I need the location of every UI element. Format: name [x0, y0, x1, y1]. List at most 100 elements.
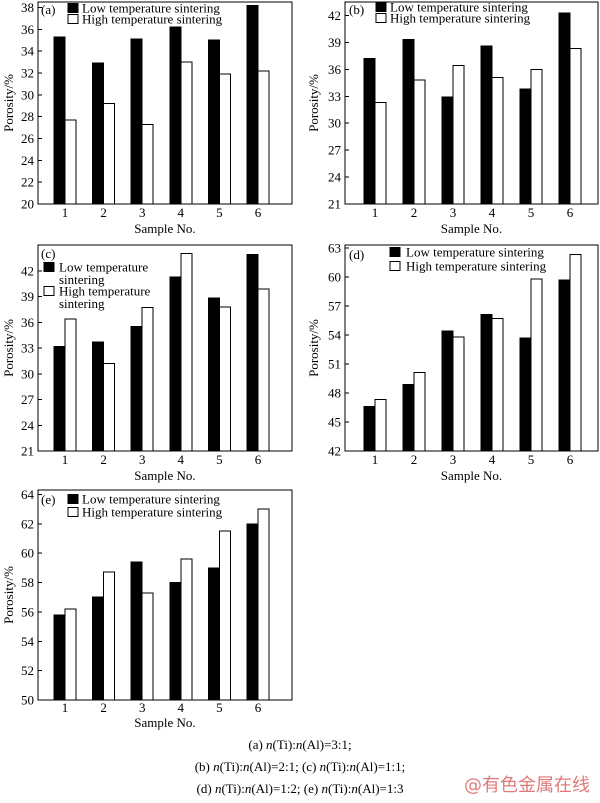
chart-b-xtick-label: 4 [489, 205, 496, 220]
chart-b-bar-high-temperature-sample-2 [413, 79, 426, 205]
chart-c-ytick-label: 42 [21, 263, 34, 278]
chart-e-bar-low-temperature-sample-3 [130, 561, 143, 701]
caption-line-1: (a) n(Ti):n(Al)=3:1; [0, 737, 600, 759]
chart-b-bar-high-temperature-sample-5 [530, 68, 543, 205]
chart-a-bar-low-temperature-sample-6 [246, 4, 259, 205]
chart-e-bar-high-temperature-sample-2 [103, 571, 116, 701]
chart-b-bar-low-temperature-sample-1 [363, 58, 376, 205]
chart-d-bar-low-temperature-sample-4 [480, 314, 493, 452]
chart-d-ytick-label: 63 [328, 240, 341, 255]
caption-line-3: (d) n(Ti):n(Al)=1:2; (e) n(Ti):n(Al)=1:3 [0, 781, 600, 803]
chart-d-xtick-label: 4 [489, 452, 496, 467]
chart-e-bar-high-temperature-sample-3 [141, 592, 154, 701]
chart-b-bar-high-temperature-sample-3 [452, 65, 465, 205]
caption-variable-n: n [244, 781, 252, 796]
chart-c-legend-swatch-low-temperature [43, 262, 55, 272]
chart-a-legend-swatch-high-temperature [67, 14, 79, 24]
chart-e-plot-frame [37, 489, 293, 701]
chart-e-ytick-label: 52 [21, 663, 34, 678]
caption-segment: (Ti): [327, 781, 352, 796]
chart-c-xtick-label: 2 [100, 452, 107, 467]
chart-c-bar-low-temperature-sample-1 [53, 345, 66, 452]
figure-caption: (a) n(Ti):n(Al)=3:1; (b) n(Ti):n(Al)=2:1… [0, 737, 600, 803]
chart-b-xtick-label: 2 [411, 205, 418, 220]
chart-d-legend-label-low-temperature: Low temperature sintering [406, 245, 544, 260]
chart-c-legend-label-high-temperature-line-2: sintering [59, 296, 105, 311]
chart-e-legend-swatch-high-temperature [67, 507, 79, 517]
chart-a-xtick-label: 6 [255, 205, 262, 220]
chart-e-ytick-label: 58 [21, 575, 34, 590]
chart-b-xtick-label: 1 [372, 205, 379, 220]
chart-e-bar-high-temperature-sample-4 [180, 558, 193, 701]
chart-b-xtick-label: 3 [450, 205, 457, 220]
chart-d-panel-label: (d) [349, 247, 364, 262]
chart-a-legend-swatch-low-temperature [67, 3, 79, 13]
chart-a-legend-label-high-temperature: High temperature sintering [82, 12, 223, 27]
chart-c-xtick-label: 6 [255, 452, 262, 467]
chart-d-plot-frame [344, 244, 599, 452]
caption-segment: (Al)=2:1; (c) [249, 759, 320, 774]
chart-e-ytick-label: 62 [21, 516, 34, 531]
chart-b-ytick-label: 24 [328, 170, 342, 185]
caption-variable-n: n [319, 759, 327, 774]
chart-e-xtick-label: 1 [62, 700, 69, 715]
chart-e-xtick-label: 6 [255, 700, 262, 715]
caption-variable-n: n [243, 759, 250, 774]
caption-segment: (Ti): [219, 759, 244, 774]
caption-line-2: (b) n(Ti):n(Al)=2:1; (c) n(Ti):n(Al)=1:1… [0, 759, 600, 781]
chart-d-ytick-label: 48 [328, 386, 341, 401]
chart-a-bar-high-temperature-sample-3 [141, 123, 154, 205]
chart-e-ytick-label: 56 [21, 604, 35, 619]
chart-c-ytick-label: 36 [21, 315, 35, 330]
chart-a-bar-high-temperature-sample-6 [257, 70, 270, 205]
chart-c-ytick-label: 39 [21, 289, 34, 304]
chart-b-legend-label-high-temperature: High temperature sintering [390, 11, 531, 26]
chart-b-xtick-label: 6 [567, 205, 574, 220]
chart-d-bar-low-temperature-sample-3 [441, 330, 454, 452]
chart-a-xtick-label: 1 [62, 205, 69, 220]
chart-a-ytick-label: 30 [21, 87, 34, 102]
chart-a-xtick-label: 3 [139, 205, 146, 220]
caption-variable-n: n [266, 737, 273, 752]
chart-c-bar-high-temperature-sample-3 [141, 307, 154, 452]
chart-d-ytick-label: 54 [328, 327, 342, 342]
chart-a-plot-frame [37, 1, 293, 205]
chart-e-panel-label: (e) [41, 492, 55, 507]
chart-b-bar-low-temperature-sample-6 [558, 12, 571, 205]
caption-variable-n: n [349, 759, 357, 774]
chart-a-bar-high-temperature-sample-4 [180, 61, 193, 205]
chart-e-legend-label-low-temperature: Low temperature sintering [82, 492, 220, 507]
chart-b-bar-low-temperature-sample-2 [402, 39, 415, 205]
chart-e-y-axis-label: Porosity/% [1, 566, 16, 624]
chart-a-x-axis-label: Sample No. [134, 221, 195, 236]
chart-b-ytick-label: 33 [328, 89, 341, 104]
chart-a-bar-low-temperature-sample-3 [130, 38, 143, 205]
chart-b-bar-high-temperature-sample-6 [569, 48, 582, 205]
chart-e-bar-high-temperature-sample-5 [218, 530, 231, 701]
chart-c-ytick-label: 33 [21, 341, 34, 356]
chart-c-bar-high-temperature-sample-6 [257, 288, 270, 452]
chart-b-ytick-label: 42 [328, 8, 341, 23]
chart-c-bar-low-temperature-sample-5 [207, 297, 220, 452]
chart-b-legend-swatch-high-temperature [375, 13, 387, 23]
chart-d-ytick-label: 57 [328, 298, 342, 313]
chart-e-bar-low-temperature-sample-4 [169, 582, 182, 701]
chart-c-legend-label-high-temperature-line-1: High temperature [59, 284, 154, 299]
chart-e-x-axis-label: Sample No. [134, 715, 195, 730]
chart-a-bar-high-temperature-sample-5 [218, 73, 231, 205]
chart-c-ytick-label: 27 [21, 392, 35, 407]
chart-c-bar-high-temperature-sample-1 [64, 318, 77, 452]
chart-c-ytick-label: 30 [21, 366, 34, 381]
chart-c-bar-high-temperature-sample-2 [103, 362, 116, 452]
chart-c: 21 24 27 30 33 36 39 42 1 2 3 4 5 6 Sample No. Porosity… [1, 244, 293, 483]
chart-c-panel-label: (c) [41, 246, 55, 261]
caption-segment: (Ti): [272, 737, 296, 752]
chart-c-bar-low-temperature-sample-6 [246, 253, 259, 452]
caption-segment: (Al)=1:3 [357, 781, 404, 796]
caption-segment: (Al)=3:1; [302, 737, 352, 752]
chart-e-bar-low-temperature-sample-2 [92, 596, 105, 701]
